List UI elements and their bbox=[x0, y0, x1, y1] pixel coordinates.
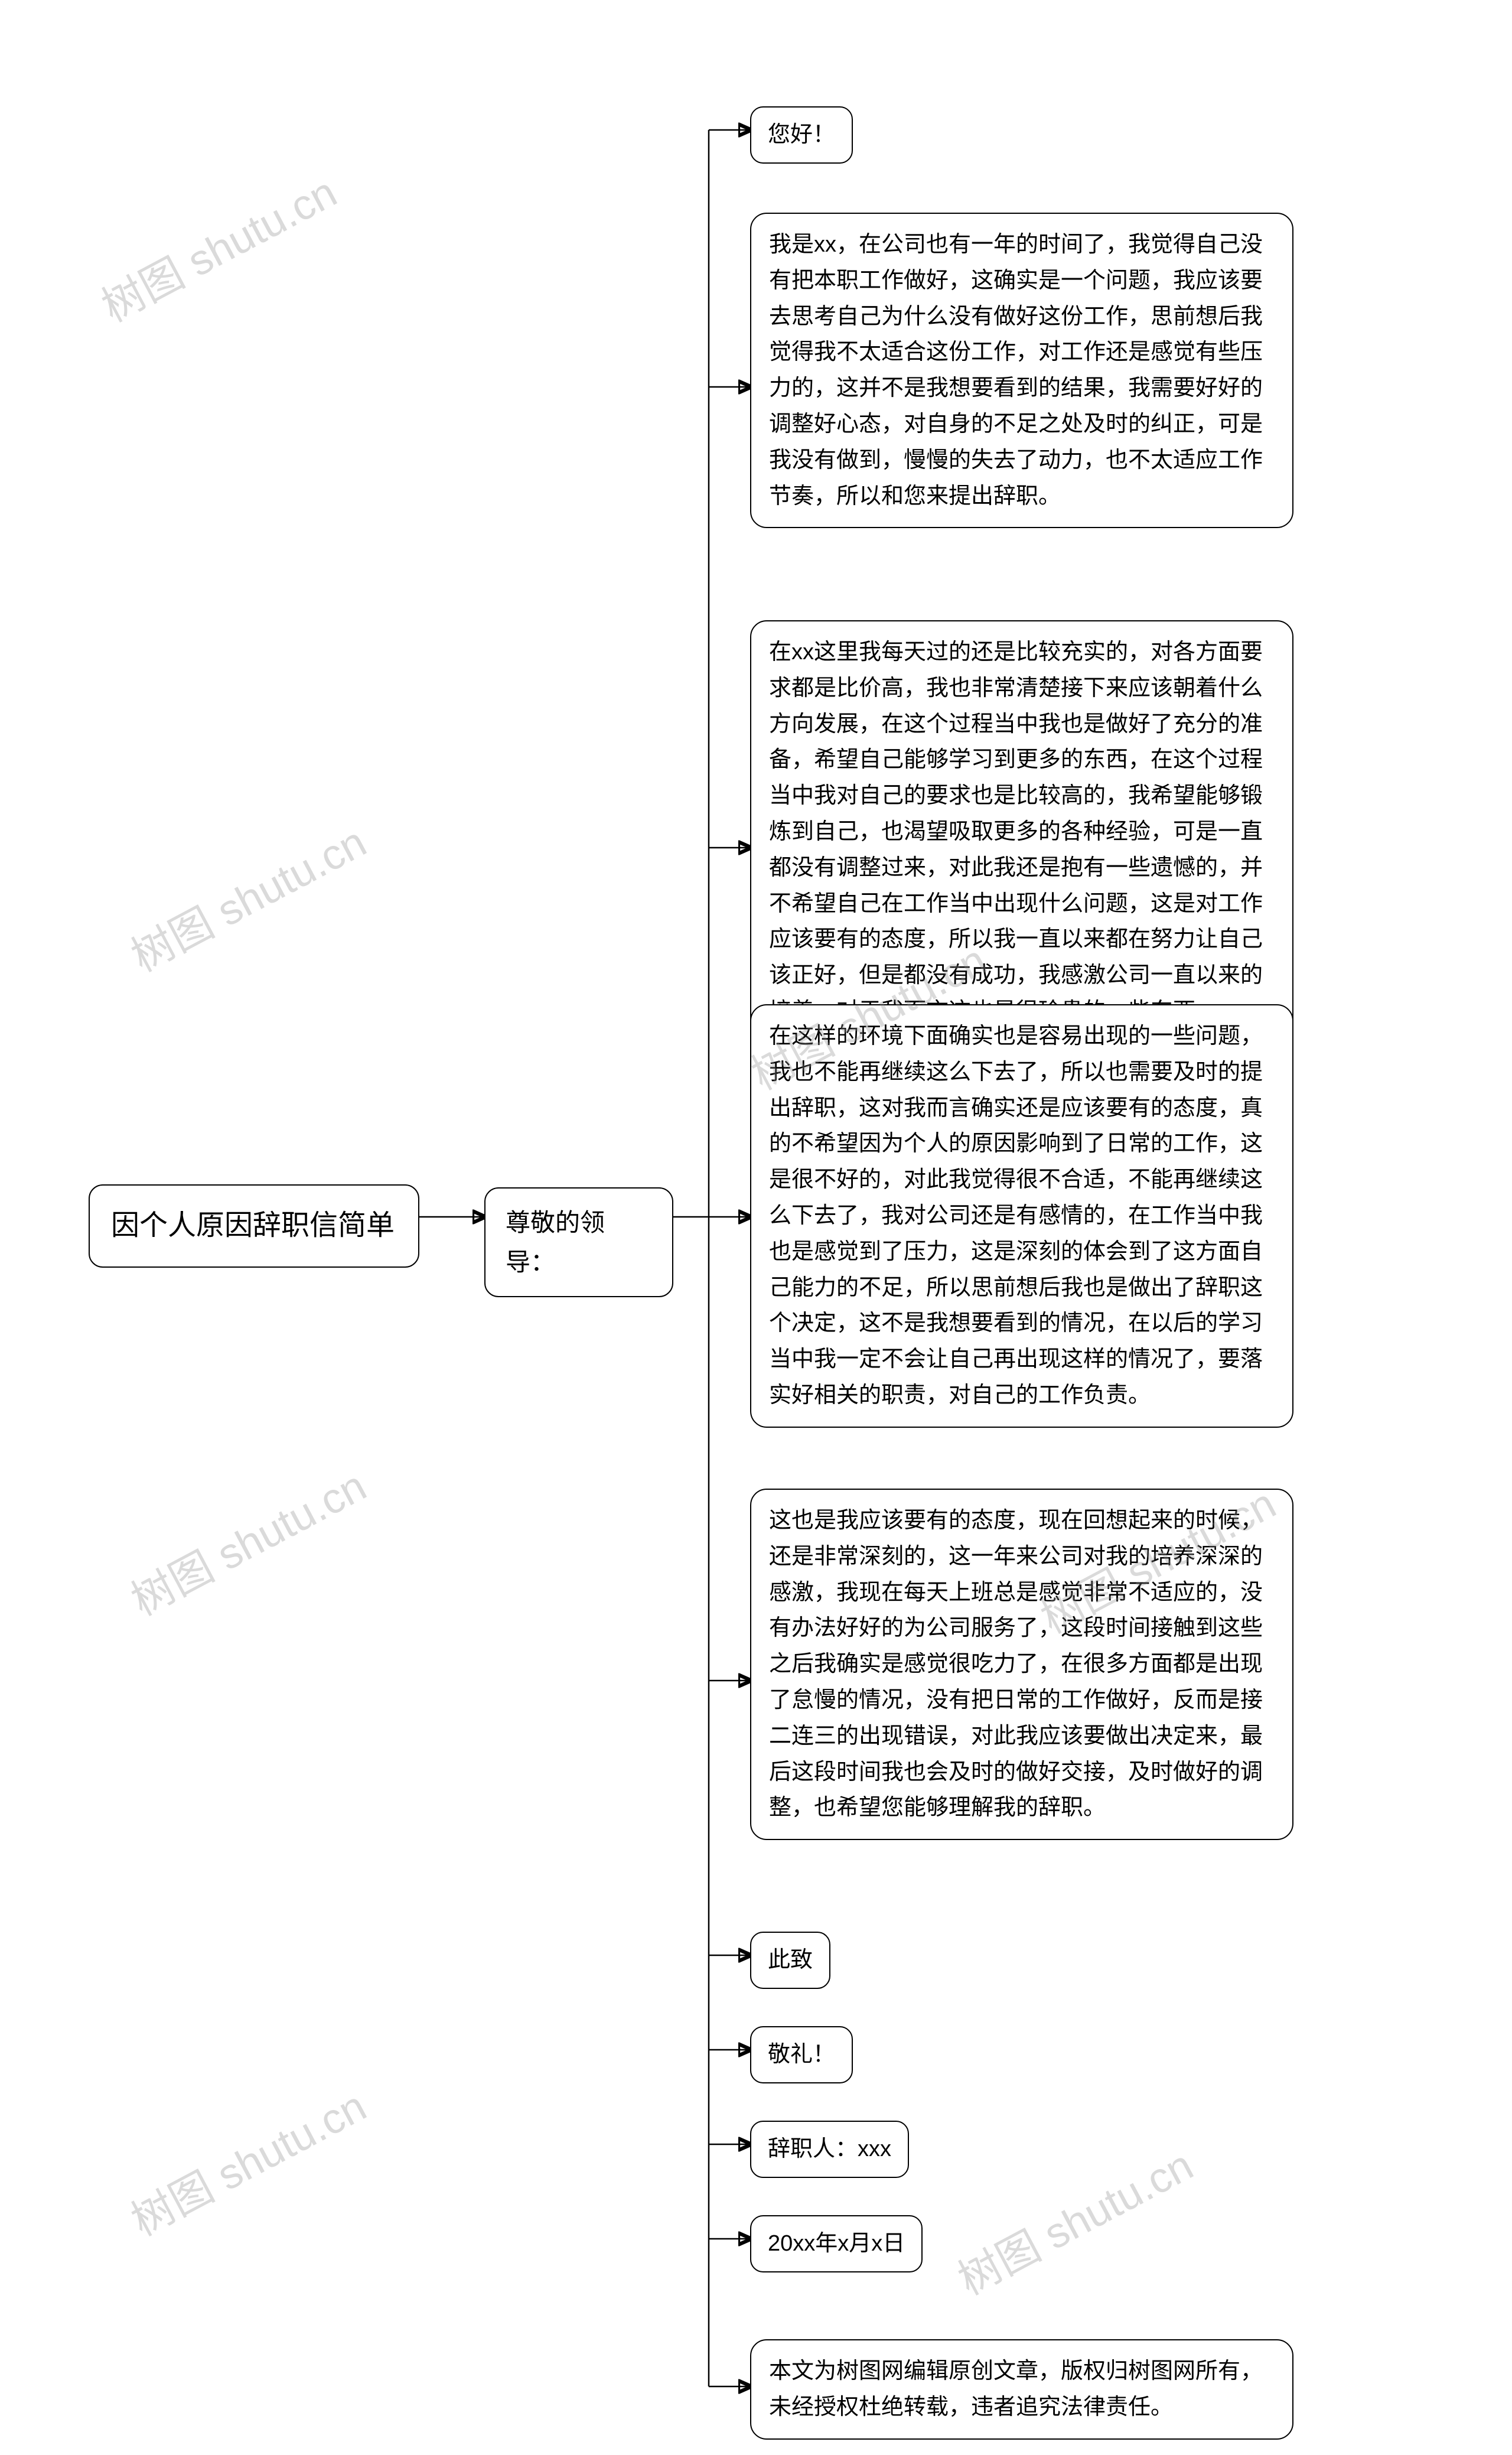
watermark: 树图 shutu.cn bbox=[946, 2131, 1202, 2307]
leaf-jingli[interactable]: 敬礼！ bbox=[750, 2026, 853, 2083]
leaf-cizhi[interactable]: 此致 bbox=[750, 1932, 830, 1989]
watermark: 树图 shutu.cn bbox=[119, 2072, 375, 2248]
leaf-copyright[interactable]: 本文为树图网编辑原创文章，版权归树图网所有，未经授权杜绝转载，违者追究法律责任。 bbox=[750, 2339, 1293, 2440]
leaf-text: 此致 bbox=[768, 1948, 813, 1972]
leaf-text: 在xx这里我每天过的还是比较充实的，对各方面要求都是比价高，我也非常清楚接下来应… bbox=[769, 640, 1263, 1024]
leaf-date[interactable]: 20xx年x月x日 bbox=[750, 2215, 923, 2272]
leaf-para-2[interactable]: 在xx这里我每天过的还是比较充实的，对各方面要求都是比价高，我也非常清楚接下来应… bbox=[750, 620, 1293, 1044]
leaf-greeting[interactable]: 您好！ bbox=[750, 106, 853, 164]
leaf-signer[interactable]: 辞职人：xxx bbox=[750, 2121, 909, 2178]
leaf-text: 本文为树图网编辑原创文章，版权归树图网所有，未经授权杜绝转载，违者追究法律责任。 bbox=[769, 2359, 1263, 2420]
leaf-text: 20xx年x月x日 bbox=[768, 2231, 905, 2256]
leaf-para-4[interactable]: 这也是我应该要有的态度，现在回想起来的时候，还是非常深刻的，这一年来公司对我的培… bbox=[750, 1489, 1293, 1840]
watermark: 树图 shutu.cn bbox=[119, 808, 375, 984]
leaf-para-1[interactable]: 我是xx，在公司也有一年的时间了，我觉得自己没有把本职工作做好，这确实是一个问题… bbox=[750, 213, 1293, 528]
root-label: 因个人原因辞职信简单 bbox=[111, 1210, 395, 1241]
root-node[interactable]: 因个人原因辞职信简单 bbox=[89, 1184, 419, 1268]
leaf-para-3[interactable]: 在这样的环境下面确实也是容易出现的一些问题，我也不能再继续这么下去了，所以也需要… bbox=[750, 1004, 1293, 1428]
leaf-text: 这也是我应该要有的态度，现在回想起来的时候，还是非常深刻的，这一年来公司对我的培… bbox=[769, 1508, 1263, 1820]
leaf-text: 您好！ bbox=[768, 122, 835, 147]
mid-label: 尊敬的领导： bbox=[506, 1209, 605, 1276]
watermark: 树图 shutu.cn bbox=[89, 158, 346, 334]
leaf-text: 我是xx，在公司也有一年的时间了，我觉得自己没有把本职工作做好，这确实是一个问题… bbox=[769, 232, 1263, 509]
mid-node[interactable]: 尊敬的领导： bbox=[484, 1187, 673, 1297]
leaf-text: 辞职人：xxx bbox=[768, 2137, 891, 2161]
leaf-text: 敬礼！ bbox=[768, 2042, 835, 2067]
leaf-text: 在这样的环境下面确实也是容易出现的一些问题，我也不能再继续这么下去了，所以也需要… bbox=[769, 1024, 1263, 1408]
watermark: 树图 shutu.cn bbox=[119, 1452, 375, 1627]
